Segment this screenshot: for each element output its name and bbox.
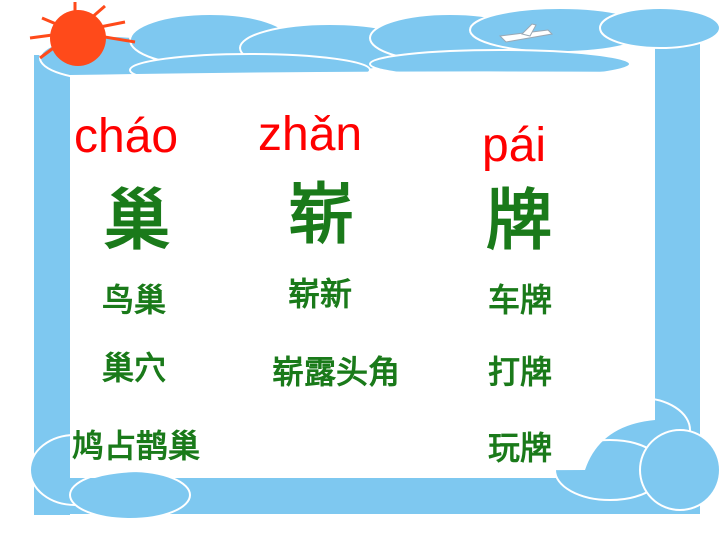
airplane-icon: [498, 23, 554, 43]
character-pai: 牌: [486, 182, 552, 259]
pinyin-zhan: zhǎn: [258, 108, 363, 161]
word-2-1: 崭新: [288, 275, 353, 313]
word-1-2: 巢穴: [102, 349, 167, 387]
sun-icon: [29, 2, 136, 66]
character-zhan: 崭: [288, 176, 354, 253]
word-1-1: 鸟巢: [102, 281, 167, 319]
word-1-3: 鸠占鹊巢: [72, 427, 201, 465]
cloud-icon: [554, 397, 720, 511]
word-3-1: 车牌: [488, 281, 553, 319]
pinyin-chao: cháo: [74, 110, 179, 163]
cloud-icon: [39, 7, 720, 87]
pinyin-pai: pái: [482, 119, 547, 172]
word-3-3: 玩牌: [488, 429, 553, 467]
character-chao: 巢: [104, 182, 170, 259]
word-3-2: 打牌: [488, 353, 553, 391]
word-2-2: 崭露头角: [272, 353, 401, 391]
content-panel: [70, 71, 655, 478]
